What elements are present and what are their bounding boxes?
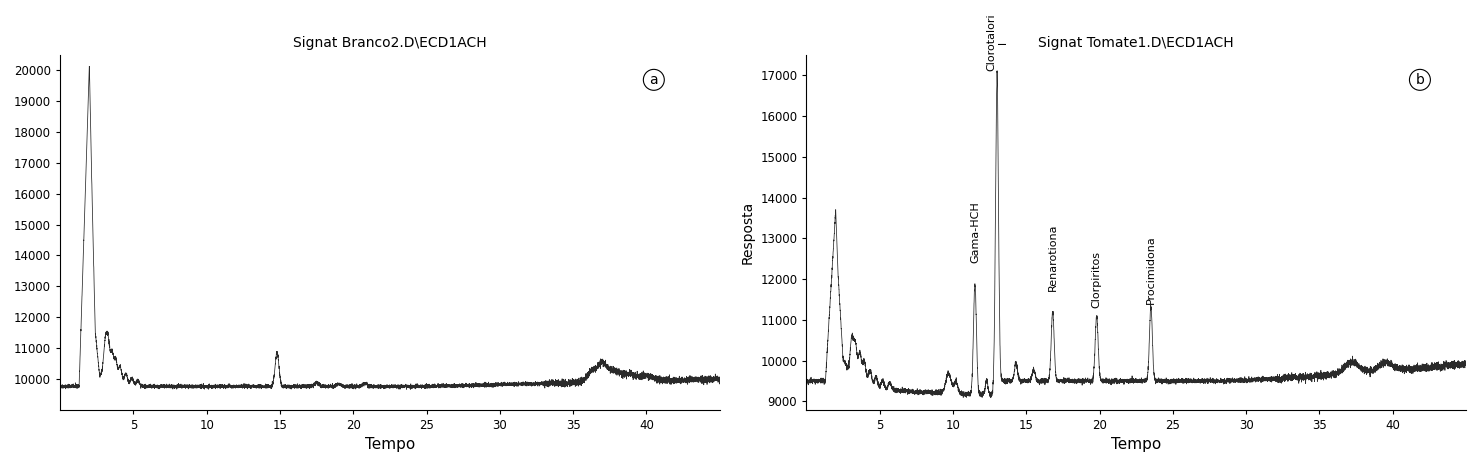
- Text: a: a: [650, 73, 659, 87]
- Text: Procimidona: Procimidona: [1146, 235, 1156, 303]
- Title: Signat Branco2.D\ECD1ACH: Signat Branco2.D\ECD1ACH: [293, 36, 487, 50]
- Text: Clorotalori
l: Clorotalori l: [986, 14, 1008, 71]
- X-axis label: Tempo: Tempo: [1111, 437, 1162, 452]
- Text: Renarotiona: Renarotiona: [1048, 224, 1058, 291]
- Title: Signat Tomate1.D\ECD1ACH: Signat Tomate1.D\ECD1ACH: [1039, 36, 1234, 50]
- X-axis label: Tempo: Tempo: [364, 437, 414, 452]
- Text: Gama-HCH: Gama-HCH: [969, 201, 980, 263]
- Text: b: b: [1415, 73, 1424, 87]
- Text: Clorpiritos: Clorpiritos: [1092, 251, 1101, 308]
- Y-axis label: Resposta: Resposta: [740, 201, 755, 264]
